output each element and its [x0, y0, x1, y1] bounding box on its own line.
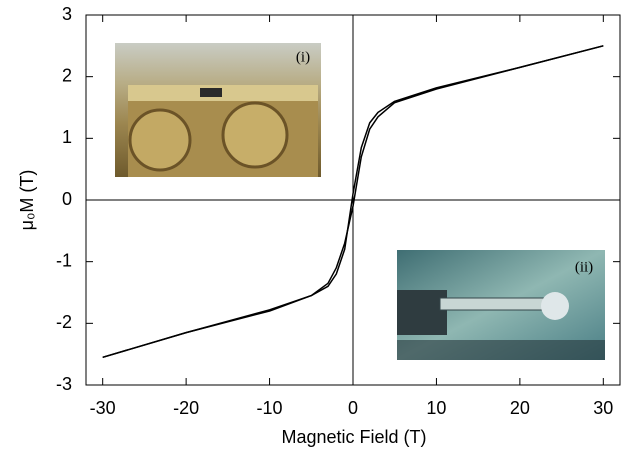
- y-tick-label: 3: [62, 4, 72, 24]
- x-tick-label: 20: [510, 398, 530, 418]
- curve: [102, 45, 604, 359]
- y-tick-label: 1: [62, 127, 72, 147]
- y-tick-label: 0: [62, 189, 72, 209]
- inset-photo-i: [115, 43, 321, 177]
- x-tick-label: 10: [426, 398, 446, 418]
- inset-photo-ii: [397, 250, 605, 360]
- x-tick-label: -10: [257, 398, 283, 418]
- inset-label: (i): [296, 49, 310, 65]
- y-tick-label: 2: [62, 65, 72, 85]
- x-axis-label: Magnetic Field (T): [281, 427, 426, 447]
- x-tick-label: -30: [90, 398, 116, 418]
- y-tick-label: -2: [56, 312, 72, 332]
- curve: [102, 45, 604, 359]
- x-tick-label: 30: [593, 398, 613, 418]
- inset-label: (ii): [575, 259, 593, 275]
- y-axis-label: μ₀M (T): [17, 170, 37, 231]
- y-tick-label: -3: [56, 374, 72, 394]
- x-tick-label: 0: [348, 398, 358, 418]
- y-tick-label: -1: [56, 250, 72, 270]
- x-tick-label: -20: [173, 398, 199, 418]
